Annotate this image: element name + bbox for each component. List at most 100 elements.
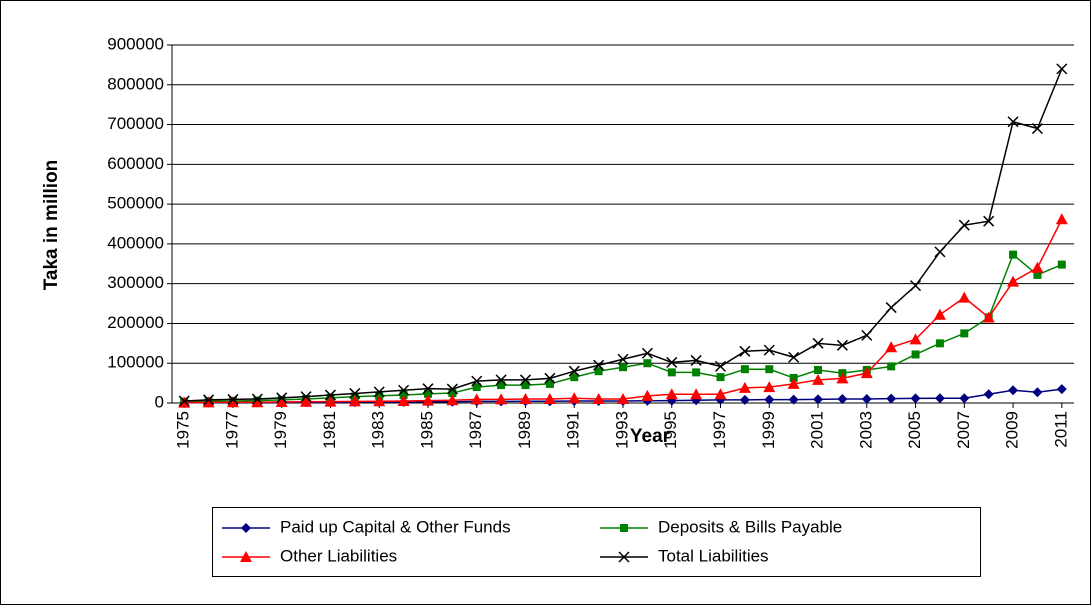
data-point [666,356,678,368]
data-point [617,393,629,405]
data-point [470,393,483,405]
x-tick-label: 1985 [417,411,436,449]
data-point [471,375,483,387]
legend-marker [240,551,252,562]
x-tick-label: 2001 [808,411,827,449]
data-point [885,302,897,314]
data-point [570,373,579,382]
y-tick-label: 300000 [107,273,164,292]
data-point [958,219,970,231]
data-point [227,393,239,405]
data-point [935,339,944,348]
data-point [519,374,532,386]
data-point [836,372,849,384]
x-tick-label: 1975 [174,411,193,449]
data-point [617,353,629,365]
x-tick-label: 1981 [320,411,339,449]
data-point [714,388,727,400]
data-point [495,393,508,405]
data-point [812,337,824,349]
data-point [568,365,580,377]
legend-label: Other Liabilities [280,546,397,565]
data-point [763,381,776,393]
y-tick-label: 0 [155,392,164,411]
x-tick-label: 1993 [612,411,631,449]
x-tick-label: 1997 [710,411,729,449]
data-point [765,365,774,374]
data-point [641,347,653,359]
data-point [202,396,215,408]
y-tick-label: 700000 [107,114,164,133]
data-point [667,368,676,377]
legend-label: Total Liabilities [658,546,769,565]
data-point [324,395,337,407]
data-point [203,394,215,406]
data-point [764,394,775,405]
data-point [423,389,432,398]
data-point [958,291,971,303]
legend-marker [620,524,628,532]
data-point [860,367,873,379]
data-point [300,391,312,403]
data-point [446,394,459,406]
data-point [422,383,434,395]
data-point [788,394,799,405]
data-point [787,377,800,389]
data-point [983,215,995,227]
y-tick-label: 100000 [107,353,164,372]
data-point [788,351,800,363]
data-point [593,359,605,371]
data-point [690,388,703,400]
x-tick-label: 2007 [954,411,973,449]
data-point [594,367,603,376]
data-point [982,311,995,323]
legend-marker [241,523,251,533]
data-point [740,365,749,374]
data-point [497,381,506,390]
legend-box [212,507,981,577]
data-point [519,393,532,405]
data-point [1055,213,1068,225]
data-point [911,350,920,359]
data-point [226,396,239,408]
y-tick-label: 500000 [107,194,164,213]
data-point [910,280,922,292]
x-tick-label: 2009 [1003,411,1022,449]
data-point [814,365,823,374]
data-point [960,329,969,338]
data-point [1033,270,1042,279]
y-tick-label: 900000 [107,34,164,53]
y-tick-label: 600000 [107,154,164,173]
data-point [568,392,581,404]
data-point [619,363,627,372]
legend-label: Paid up Capital & Other Funds [280,517,511,536]
x-tick-label: 1977 [222,411,241,449]
x-tick-label: 1979 [271,411,290,449]
data-point [1031,123,1043,135]
data-point [1031,261,1044,273]
data-point [885,341,898,353]
data-point [739,345,751,357]
data-point [813,394,824,405]
y-axis-label: Taka in million [41,160,62,291]
data-point [910,393,921,404]
data-point [324,389,336,401]
x-axis-label: Year [630,426,671,447]
x-tick-label: 1989 [515,411,534,449]
data-point [861,329,873,341]
data-point [349,387,361,399]
data-point [1032,387,1043,398]
data-point [716,373,725,382]
data-point [1008,385,1019,396]
data-point [592,393,605,405]
data-point [178,395,190,407]
x-tick-label: 2005 [905,411,924,449]
x-tick-label: 1995 [661,411,680,449]
data-point [1009,250,1018,259]
data-point [251,393,263,405]
x-tick-label: 1991 [564,411,583,449]
data-point [373,386,385,398]
data-point [983,389,994,400]
data-point [690,354,702,366]
data-point [812,373,825,385]
